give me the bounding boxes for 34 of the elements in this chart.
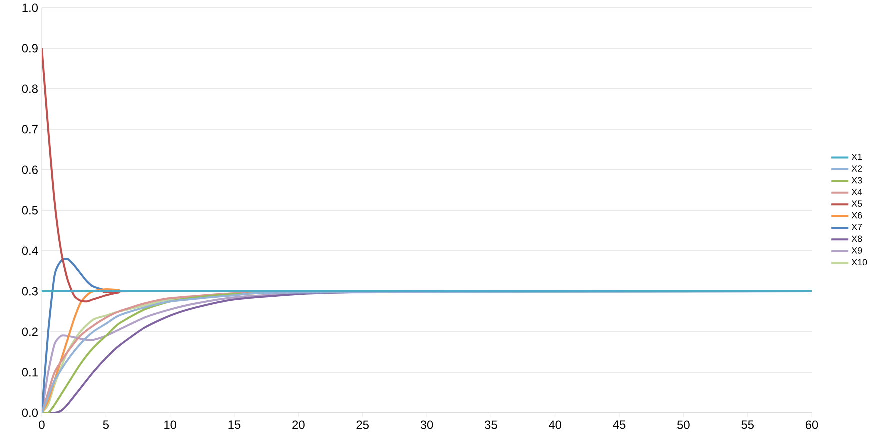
y-tick-label: 0.4 xyxy=(22,246,38,256)
legend-label: X2 xyxy=(852,166,862,172)
y-tick-label: 0.9 xyxy=(22,44,38,53)
x-tick-label: 10 xyxy=(164,420,177,430)
legend-label: X3 xyxy=(852,177,862,184)
y-tick-label: 0.0 xyxy=(22,408,38,418)
x-tick-label: 60 xyxy=(806,420,818,430)
x-tick-label: 0 xyxy=(39,420,45,430)
x-tick-label: 40 xyxy=(548,420,562,430)
y-tick-label: 0.1 xyxy=(22,368,38,377)
y-tick-label: 0.5 xyxy=(22,206,38,215)
x-tick-label: 30 xyxy=(420,420,434,430)
legend-label: X10 xyxy=(852,259,868,266)
x-tick-label: 55 xyxy=(742,420,754,430)
x-tick-label: 5 xyxy=(103,420,109,430)
legend-label: X5 xyxy=(852,200,862,208)
x-tick-label: 20 xyxy=(292,420,305,430)
y-tick-label: 0.6 xyxy=(22,166,38,174)
legend-label: X6 xyxy=(852,212,862,219)
legend-label: X8 xyxy=(852,236,862,242)
legend-label: X9 xyxy=(852,248,862,254)
x-tick-label: 25 xyxy=(356,420,369,430)
y-tick-label: 0.3 xyxy=(22,287,38,296)
x-tick-label: 15 xyxy=(228,420,241,430)
x-tick-label: 50 xyxy=(678,420,690,430)
x-tick-label: 45 xyxy=(613,420,626,430)
legend-label: X7 xyxy=(852,224,862,230)
legend-label: X1 xyxy=(852,154,862,160)
y-tick-label: 0.8 xyxy=(22,84,38,94)
y-tick-label: 1.0 xyxy=(22,4,38,12)
x-tick-label: 35 xyxy=(484,420,498,430)
legend-label: X4 xyxy=(852,189,862,196)
y-tick-label: 0.7 xyxy=(22,125,38,134)
y-tick-label: 0.2 xyxy=(22,328,38,336)
